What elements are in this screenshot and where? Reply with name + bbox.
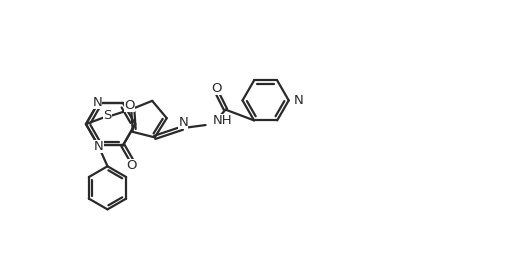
Text: O: O xyxy=(125,99,135,112)
Text: N: N xyxy=(93,95,102,109)
Text: O: O xyxy=(211,82,222,95)
Text: N: N xyxy=(94,140,104,153)
Text: N: N xyxy=(293,94,303,107)
Text: O: O xyxy=(126,159,136,172)
Text: N: N xyxy=(178,116,188,129)
Text: NH: NH xyxy=(212,114,232,127)
Text: S: S xyxy=(103,109,112,122)
